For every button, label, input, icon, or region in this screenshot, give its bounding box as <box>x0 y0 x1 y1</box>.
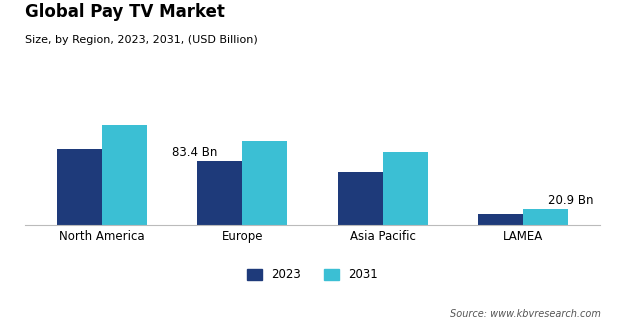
Text: Global Pay TV Market: Global Pay TV Market <box>25 3 225 21</box>
Bar <box>243 141 287 225</box>
Bar <box>57 148 102 225</box>
Text: 83.4 Bn: 83.4 Bn <box>172 146 217 159</box>
Bar <box>338 172 383 225</box>
Legend: 2023, 2031: 2023, 2031 <box>248 269 378 281</box>
Bar <box>197 161 243 225</box>
Text: Source: www.kbvresearch.com: Source: www.kbvresearch.com <box>449 309 600 319</box>
Bar <box>523 209 568 225</box>
Text: Size, by Region, 2023, 2031, (USD Billion): Size, by Region, 2023, 2031, (USD Billio… <box>25 35 258 45</box>
Bar <box>478 214 523 225</box>
Bar <box>383 152 428 225</box>
Text: 20.9 Bn: 20.9 Bn <box>548 194 594 207</box>
Bar <box>102 126 147 225</box>
